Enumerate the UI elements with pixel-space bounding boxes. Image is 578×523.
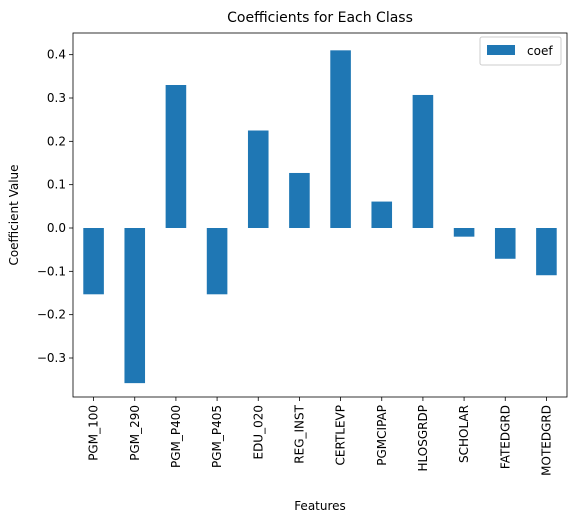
bar-pgmcipap (371, 201, 393, 228)
x-tick-label: PGM_100 (87, 405, 101, 461)
bar-pgm-100 (83, 228, 104, 295)
bar-pgm-290 (124, 228, 146, 384)
y-tick-label: 0.1 (47, 178, 66, 192)
x-tick-label: MOTEDGRD (539, 405, 553, 476)
bars-group (83, 50, 557, 384)
legend-box (479, 36, 562, 66)
x-tick-label: PGM_290 (128, 405, 142, 461)
y-tick-label: −0.1 (37, 264, 66, 278)
x-tick-label: HLOSGRDP (416, 405, 430, 471)
bar-edu-020 (247, 130, 269, 228)
x-tick-label: SCHOLAR (457, 405, 471, 463)
x-tick-label: PGM_P400 (169, 405, 183, 468)
x-axis-label: Features (294, 499, 346, 513)
bar-pgm-p400 (165, 85, 187, 228)
bar-reg-inst (289, 172, 310, 228)
bar-certlevp (330, 50, 351, 229)
plot-frame (72, 32, 568, 398)
x-tick-label: PGMCIPAP (375, 405, 389, 466)
y-tick-label: 0.0 (47, 221, 66, 235)
bar-motedgrd (536, 228, 557, 276)
x-tick-label: CERTLEVP (334, 405, 348, 465)
y-axis-label: Coefficient Value (7, 164, 21, 265)
y-tick-label: −0.3 (37, 351, 66, 365)
x-tick-label: REG_INST (292, 404, 306, 463)
bar-hlosgrdp (412, 94, 434, 228)
x-tick-label: PGM_P405 (210, 405, 224, 468)
x-tick-label: EDU_020 (251, 405, 265, 460)
y-tick-label: 0.4 (47, 48, 66, 62)
legend-swatch (487, 45, 515, 55)
chart-title: Coefficients for Each Class (227, 10, 413, 26)
legend-label: coef (527, 44, 553, 58)
x-axis: PGM_100 PGM_290 PGM_P400 PGM_P405 EDU_020 REG… (87, 397, 553, 476)
y-tick-label: −0.2 (37, 308, 66, 322)
bar-pgm-p405 (206, 228, 228, 295)
x-tick-label: FATEDGRD (498, 405, 512, 469)
y-tick-label: 0.3 (47, 91, 66, 105)
bar-fatedgrd (494, 228, 516, 259)
y-axis: −0.3 −0.2 −0.1 0.0 0.1 0.2 0.3 0.4 (37, 48, 73, 365)
y-tick-label: 0.2 (47, 134, 66, 148)
bar-scholar (453, 228, 475, 237)
legend: coef (479, 36, 562, 66)
